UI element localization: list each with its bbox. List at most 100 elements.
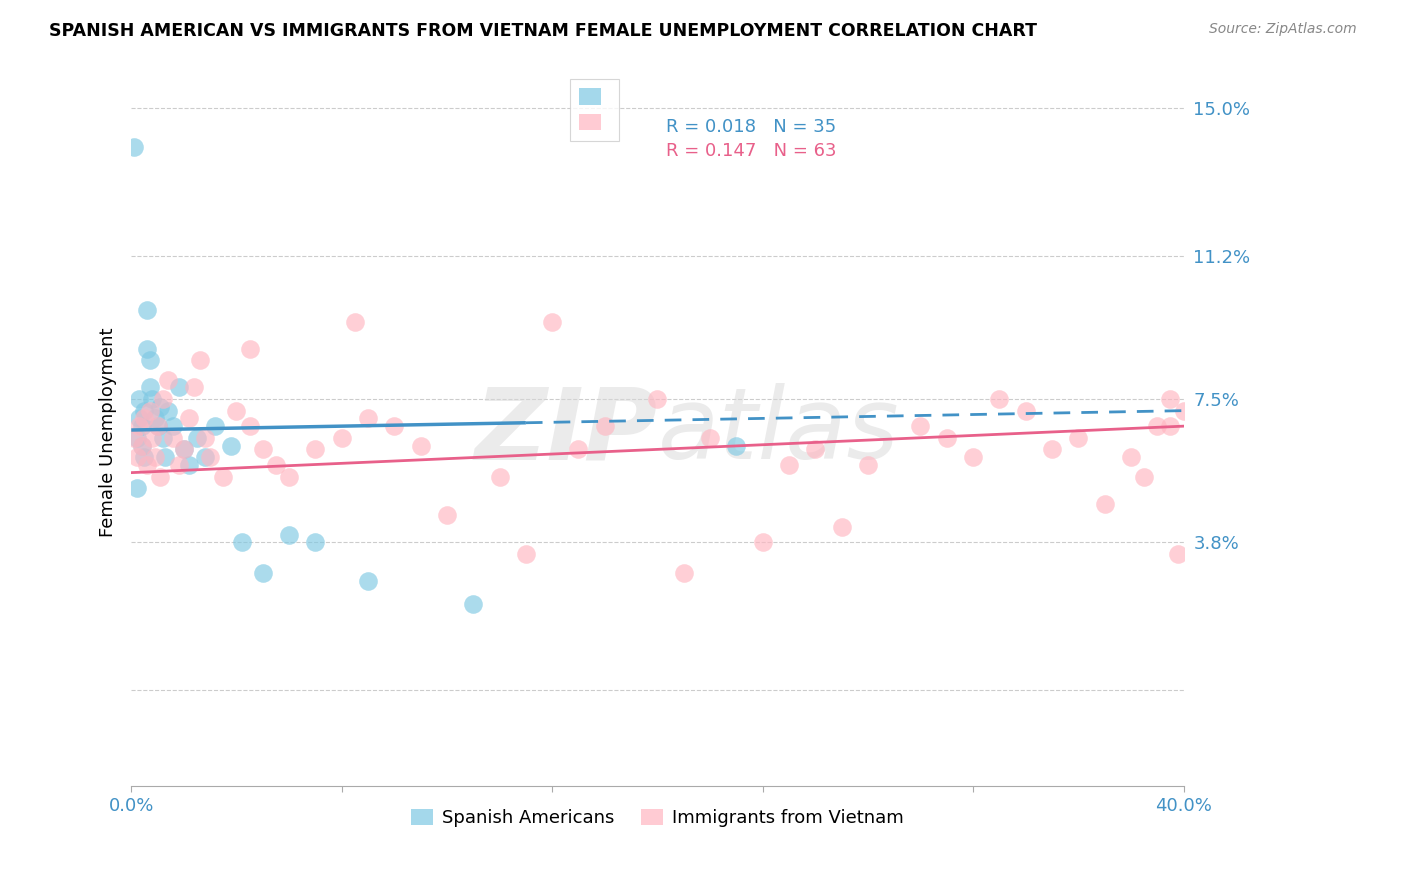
Point	[1094, 497, 1116, 511]
Point	[152, 392, 174, 406]
Point	[382, 419, 405, 434]
Point	[136, 458, 159, 472]
Point	[751, 535, 773, 549]
Point	[136, 342, 159, 356]
Point	[155, 450, 177, 464]
Text: ZIP: ZIP	[474, 384, 658, 481]
Point	[149, 400, 172, 414]
Point	[778, 458, 800, 472]
Point	[699, 431, 721, 445]
Point	[225, 403, 247, 417]
Point	[278, 469, 301, 483]
Point	[188, 353, 211, 368]
Point	[239, 419, 262, 434]
Point	[162, 431, 184, 445]
Point	[541, 314, 564, 328]
Point	[463, 598, 485, 612]
Point	[212, 469, 235, 483]
Point	[204, 419, 226, 434]
Point	[252, 566, 274, 581]
Point	[141, 392, 163, 406]
Point	[131, 419, 153, 434]
Point	[128, 419, 150, 434]
Point	[122, 431, 145, 445]
Point	[231, 535, 253, 549]
Point	[672, 566, 695, 581]
Point	[910, 419, 932, 434]
Point	[162, 419, 184, 434]
Point	[146, 419, 169, 434]
Point	[131, 438, 153, 452]
Point	[157, 373, 180, 387]
Point	[128, 392, 150, 406]
Point	[1146, 419, 1168, 434]
Point	[1067, 431, 1090, 445]
Point	[179, 458, 201, 472]
Point	[357, 574, 380, 588]
Point	[278, 527, 301, 541]
Point	[167, 458, 190, 472]
Point	[264, 458, 287, 472]
Point	[122, 140, 145, 154]
Point	[131, 438, 153, 452]
Point	[138, 353, 160, 368]
Point	[343, 314, 366, 328]
Point	[330, 431, 353, 445]
Point	[1173, 403, 1195, 417]
Point	[157, 403, 180, 417]
Text: R = 0.147   N = 63: R = 0.147 N = 63	[666, 142, 837, 161]
Text: SPANISH AMERICAN VS IMMIGRANTS FROM VIETNAM FEMALE UNEMPLOYMENT CORRELATION CHAR: SPANISH AMERICAN VS IMMIGRANTS FROM VIET…	[49, 22, 1038, 40]
Text: Source: ZipAtlas.com: Source: ZipAtlas.com	[1209, 22, 1357, 37]
Point	[436, 508, 458, 523]
Point	[141, 431, 163, 445]
Point	[134, 450, 156, 464]
Point	[1159, 392, 1181, 406]
Point	[1015, 403, 1038, 417]
Point	[179, 411, 201, 425]
Point	[935, 431, 957, 445]
Point	[173, 442, 195, 457]
Point	[143, 450, 166, 464]
Point	[146, 419, 169, 434]
Point	[725, 438, 748, 452]
Point	[173, 442, 195, 457]
Point	[152, 431, 174, 445]
Point	[252, 442, 274, 457]
Point	[143, 411, 166, 425]
Point	[488, 469, 510, 483]
Point	[128, 411, 150, 425]
Point	[831, 520, 853, 534]
Point	[357, 411, 380, 425]
Point	[134, 403, 156, 417]
Point	[856, 458, 879, 472]
Text: R = 0.018   N = 35: R = 0.018 N = 35	[666, 119, 837, 136]
Point	[304, 535, 326, 549]
Point	[194, 431, 217, 445]
Point	[183, 380, 205, 394]
Point	[198, 450, 221, 464]
Point	[125, 450, 148, 464]
Point	[136, 302, 159, 317]
Point	[167, 380, 190, 394]
Point	[1133, 469, 1156, 483]
Point	[988, 392, 1011, 406]
Point	[1159, 419, 1181, 434]
Point	[138, 380, 160, 394]
Point	[219, 438, 242, 452]
Point	[515, 547, 537, 561]
Point	[593, 419, 616, 434]
Point	[125, 481, 148, 495]
Point	[567, 442, 589, 457]
Point	[804, 442, 827, 457]
Point	[134, 411, 156, 425]
Point	[962, 450, 984, 464]
Y-axis label: Female Unemployment: Female Unemployment	[100, 327, 117, 537]
Point	[239, 342, 262, 356]
Point	[186, 431, 208, 445]
Point	[194, 450, 217, 464]
Text: atlas: atlas	[658, 384, 898, 481]
Point	[647, 392, 669, 406]
Point	[138, 403, 160, 417]
Point	[1167, 547, 1189, 561]
Point	[1040, 442, 1063, 457]
